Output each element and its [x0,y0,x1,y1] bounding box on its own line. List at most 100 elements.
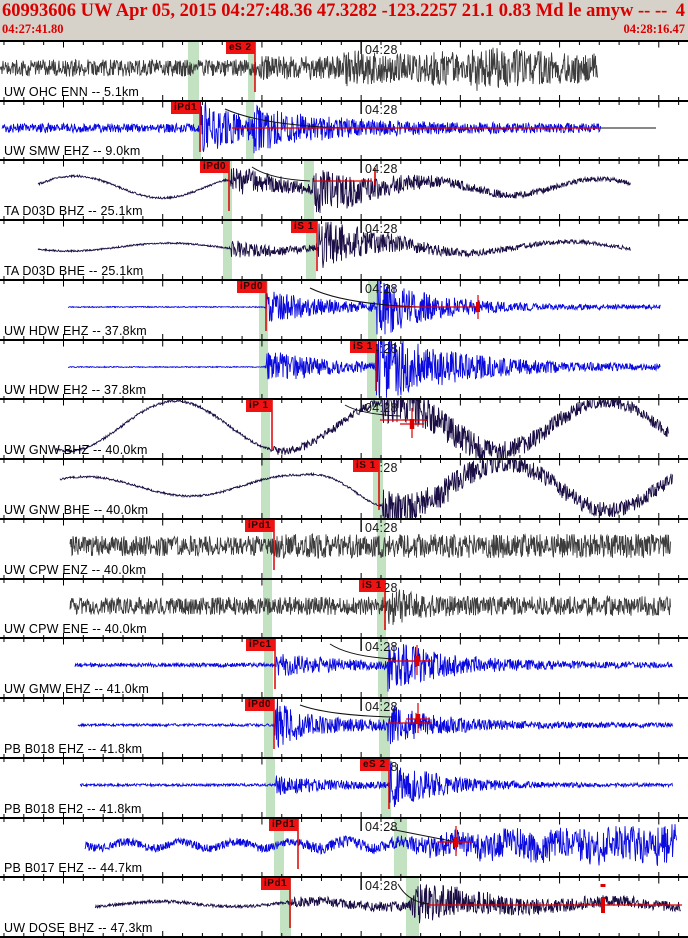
pick-flag[interactable]: eS 2 [360,758,389,771]
waveform-canvas[interactable] [0,758,688,817]
trace-panel[interactable]: 04:28 iS 1 UW HDW EH2 -- 37.8km [0,338,688,399]
phase-window-band [266,758,275,817]
station-label: UW SMW EHZ -- 9.0km [4,144,141,159]
coda-decay-curve [224,108,346,129]
station-label: UW GMW EHZ -- 41.0km [4,682,149,697]
seismogram-trace[interactable] [74,644,673,692]
phase-window-band [378,639,388,698]
phase-window-band [280,878,291,937]
trace-panel[interactable]: 04:28 iPd0 TA D03D BHZ -- 25.1km [0,159,688,220]
pick-flag[interactable]: iPc1 [246,639,275,652]
waveform-canvas[interactable] [0,340,688,399]
coda-decay-curve [397,884,429,905]
station-label: UW DOSE BHZ -- 47.3km [4,921,153,936]
trace-panel[interactable]: 04:28 iS 1 TA D03D BHE -- 25.1km [0,219,688,279]
waveform-canvas[interactable] [0,101,688,160]
station-label: TA D03D BHE -- 25.1km [4,263,144,278]
pick-flag[interactable]: iS 1 [291,221,317,234]
seismogram-trace[interactable] [84,823,677,866]
seismogram-trace[interactable] [77,699,673,748]
trace-panel[interactable]: 04:28 iS 1 UW GNW BHE -- 40.0km [0,458,688,518]
waveform-canvas[interactable] [0,699,688,757]
pick-flag[interactable]: iPd1 [171,101,201,114]
phase-window-band [246,101,254,160]
minute-time-label: 04:28 [365,879,398,894]
phase-window-band [259,340,268,399]
window-start-time: 04:27:41.80 [2,22,64,36]
trace-panel[interactable]: 04:28 iPd1 UW DOSE BHZ -- 47.3km [0,876,688,937]
station-label: UW HDW EH2 -- 37.8km [4,383,147,398]
station-label: PB B018 EHZ -- 41.8km [4,741,143,756]
time-range-row: 04:27:41.80 04:28:16.47 [2,22,685,37]
seismogram-trace[interactable] [37,168,631,214]
coda-decay-curve [299,704,393,718]
phase-window-band [261,460,270,518]
phase-window-band [261,400,270,459]
event-title: 60993606 UW Apr 05, 2015 04:27:48.36 47.… [2,1,668,21]
pick-flag[interactable]: iPd1 [269,818,299,831]
trace-panel[interactable]: 04:28 iPd1 UW CPW ENZ -- 40.0km [0,517,688,578]
event-header: 60993606 UW Apr 05, 2015 04:27:48.36 47.… [0,0,688,40]
seismogram-trace[interactable] [59,460,673,518]
pick-flag[interactable]: eS 2 [226,42,255,54]
seismogram-trace[interactable] [69,532,671,559]
station-label: UW GNW BHZ -- 40.0km [4,443,148,458]
pick-flag[interactable]: iPd0 [237,280,267,293]
pick-flag[interactable]: iPd0 [200,161,230,174]
phase-window-band [372,400,382,459]
trace-panel[interactable]: 04:28 iP 1 UW GNW BHZ -- 40.0km [0,398,688,459]
seismogram-trace[interactable] [54,400,669,459]
trace-panel[interactable]: 04:28 iPd1 PB B017 EHZ -- 44.7km [0,816,688,877]
trace-panel[interactable]: 04:28 eS 2 UW OHC ENN -- 5.1km [0,40,688,100]
station-label: UW CPW ENZ -- 40.0km [4,562,147,577]
waveform-canvas[interactable] [0,639,688,698]
trace-panel[interactable]: 04:28 iPc1 UW GMW EHZ -- 41.0km [0,637,688,698]
pick-flag[interactable]: iPd1 [245,519,275,532]
seismogram-trace[interactable] [0,47,598,91]
minute-time-label: 04:28 [365,102,398,117]
seismogram-trace[interactable] [79,760,673,807]
waveform-canvas[interactable] [0,221,688,279]
event-pick-count: 4 [675,1,685,21]
waveform-canvas[interactable] [0,519,688,578]
pick-flag[interactable]: iS 1 [353,460,379,473]
seismogram-trace[interactable] [67,280,661,335]
phase-window-band [368,280,377,339]
station-label: UW OHC ENN -- 5.1km [4,84,140,99]
waveform-canvas[interactable] [0,460,688,518]
coda-decay-curve [309,287,421,308]
waveform-canvas[interactable] [0,878,688,937]
seismogram-trace[interactable] [69,589,671,625]
minute-time-label: 04:28 [365,520,398,535]
waveform-canvas[interactable] [0,400,688,459]
waveform-canvas[interactable] [0,579,688,638]
trace-panel[interactable]: 04:28 iPd0 UW HDW EHZ -- 37.8km [0,278,688,339]
waveform-canvas[interactable] [0,818,688,877]
seismogram-trace[interactable] [94,884,681,924]
coda-end-marker-dash [600,884,606,888]
coda-end-marker[interactable] [601,897,605,914]
pick-flag[interactable]: iPd0 [245,699,275,712]
minute-time-label: 04:28 [365,819,398,834]
station-label: UW GNW BHE -- 40.0km [4,502,149,517]
trace-panel[interactable]: 04:28 iPd1 UW SMW EHZ -- 9.0km [0,99,688,160]
waveform-canvas[interactable] [0,42,688,100]
pick-flag[interactable]: iPd1 [261,878,291,891]
seismogram-trace[interactable] [67,340,661,399]
phase-window-band [394,818,407,877]
seismogram-trace[interactable] [37,221,631,269]
trace-panel[interactable]: 04:28 iPd0 PB B018 EHZ -- 41.8km [0,697,688,757]
coda-line [389,828,457,843]
phase-window-band [223,221,232,279]
station-label: UW HDW EHZ -- 37.8km [4,323,147,338]
phase-window-band [223,161,232,220]
pick-flag[interactable]: iP 1 [246,400,272,413]
minute-time-label: 04:28 [365,640,398,655]
station-label: TA D03D BHZ -- 25.1km [4,204,143,219]
minute-time-label: 04:28 [365,222,398,237]
pick-flag[interactable]: iS 1 [350,340,376,353]
pick-flag[interactable]: iS 1 [359,579,385,592]
trace-list: 04:28 eS 2 UW OHC ENN -- 5.1km 04:28 iPd1 UW … [0,40,688,938]
